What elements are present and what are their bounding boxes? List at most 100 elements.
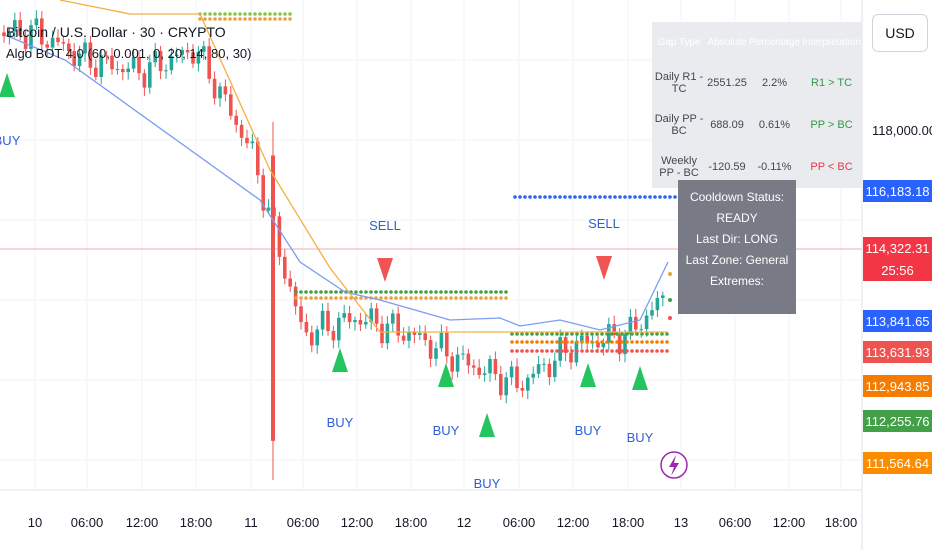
level-dot: [258, 12, 262, 16]
level-dot: [374, 290, 378, 294]
level-dot: [248, 12, 252, 16]
level-dot: [213, 17, 217, 21]
level-dot: [203, 12, 207, 16]
level-dot: [334, 290, 338, 294]
level-dot: [545, 332, 549, 336]
level-dot: [384, 290, 388, 294]
time-tick-label: 06:00: [503, 515, 536, 530]
candle-body: [7, 31, 12, 37]
candle-body: [126, 68, 130, 73]
price-tag-text: 112,255.76: [865, 413, 930, 429]
level-dot: [580, 340, 584, 344]
level-dot: [625, 340, 629, 344]
candle-body: [547, 363, 552, 378]
candle-body: [23, 35, 28, 49]
time-tick-label: 12: [457, 515, 471, 530]
level-dot: [620, 340, 624, 344]
candle-body: [628, 316, 633, 335]
currency-button[interactable]: USD: [872, 14, 928, 52]
level-dot: [449, 296, 453, 300]
level-dot: [590, 340, 594, 344]
level-dot: [653, 195, 657, 199]
candle-body: [229, 94, 233, 116]
candle-body: [466, 353, 471, 366]
candle-body: [77, 53, 82, 67]
candle-body: [29, 25, 33, 49]
level-dot: [520, 332, 524, 336]
level-dot: [424, 296, 428, 300]
level-dot: [668, 316, 672, 320]
level-dot: [655, 332, 659, 336]
level-dot: [273, 17, 277, 21]
status-line: Cooldown Status: READY: [689, 190, 785, 225]
interpretation-cell: R1 > TC: [811, 77, 853, 89]
level-dot: [513, 195, 517, 199]
level-dot: [595, 349, 599, 353]
level-dot: [605, 349, 609, 353]
level-dot: [223, 12, 227, 16]
level-dot: [560, 332, 564, 336]
candle-body: [358, 320, 363, 325]
signal-label: SELL: [588, 216, 620, 231]
interpretation-cell: PP < BC: [810, 161, 853, 173]
candle-body: [455, 354, 460, 372]
candle-body: [380, 323, 384, 344]
level-dot: [580, 332, 584, 336]
candle-body: [261, 175, 265, 211]
candle-body: [207, 46, 211, 79]
candle-body: [488, 358, 492, 374]
level-dot: [543, 195, 547, 199]
candle-body: [347, 313, 352, 323]
table-row: Weekly PP - BC -120.59 -0.11% PP < BC: [652, 146, 862, 188]
level-dot: [459, 296, 463, 300]
candle-body: [326, 310, 330, 331]
candle-body: [148, 62, 152, 88]
indicator-title[interactable]: Algo BOT 4.0 (60, 0.001, 0, 20, 14, 80, …: [6, 46, 252, 61]
level-dot: [578, 195, 582, 199]
absolute-cell: 2551.25: [707, 77, 747, 89]
candle-body: [2, 32, 6, 37]
level-dot: [618, 195, 622, 199]
level-dot: [525, 332, 529, 336]
price-scale-label: 118,000.00: [872, 123, 932, 138]
level-dot: [299, 290, 303, 294]
level-dot: [213, 12, 217, 16]
level-dot: [565, 340, 569, 344]
candle-body: [385, 323, 390, 344]
level-dot: [434, 296, 438, 300]
gap-type-cell: Weekly PP - BC: [659, 155, 699, 179]
level-dot: [454, 290, 458, 294]
lightning-icon: [660, 451, 688, 479]
time-tick-label: 06:00: [71, 515, 104, 530]
level-dot: [585, 340, 589, 344]
level-dot: [615, 340, 619, 344]
level-dot: [288, 12, 292, 16]
level-dot: [630, 340, 634, 344]
level-dot: [633, 195, 637, 199]
table-row: Daily R1 - TC 2551.25 2.2% R1 > TC: [652, 62, 862, 104]
signal-label: SELL: [369, 218, 401, 233]
candle-body: [596, 342, 600, 348]
level-dot: [504, 296, 508, 300]
level-dot: [625, 332, 629, 336]
level-dot: [595, 340, 599, 344]
level-dot: [339, 290, 343, 294]
level-dot: [404, 296, 408, 300]
level-dot: [253, 12, 257, 16]
level-dot: [518, 195, 522, 199]
level-dot: [553, 195, 557, 199]
price-tag: 114,322.31: [863, 237, 932, 259]
candle-body: [212, 78, 217, 99]
level-dot: [354, 290, 358, 294]
candle-body: [45, 44, 49, 48]
level-dot: [414, 296, 418, 300]
gap-type-cell: Daily R1 - TC: [654, 71, 704, 95]
level-dot: [610, 340, 614, 344]
level-dot: [640, 340, 644, 344]
gap-info-table: Gap Type Absolute Percentage Interpretat…: [652, 22, 862, 188]
level-dot: [304, 296, 308, 300]
level-dot: [525, 349, 529, 353]
level-dot: [474, 290, 478, 294]
level-dot: [668, 298, 672, 302]
level-dot: [319, 290, 323, 294]
